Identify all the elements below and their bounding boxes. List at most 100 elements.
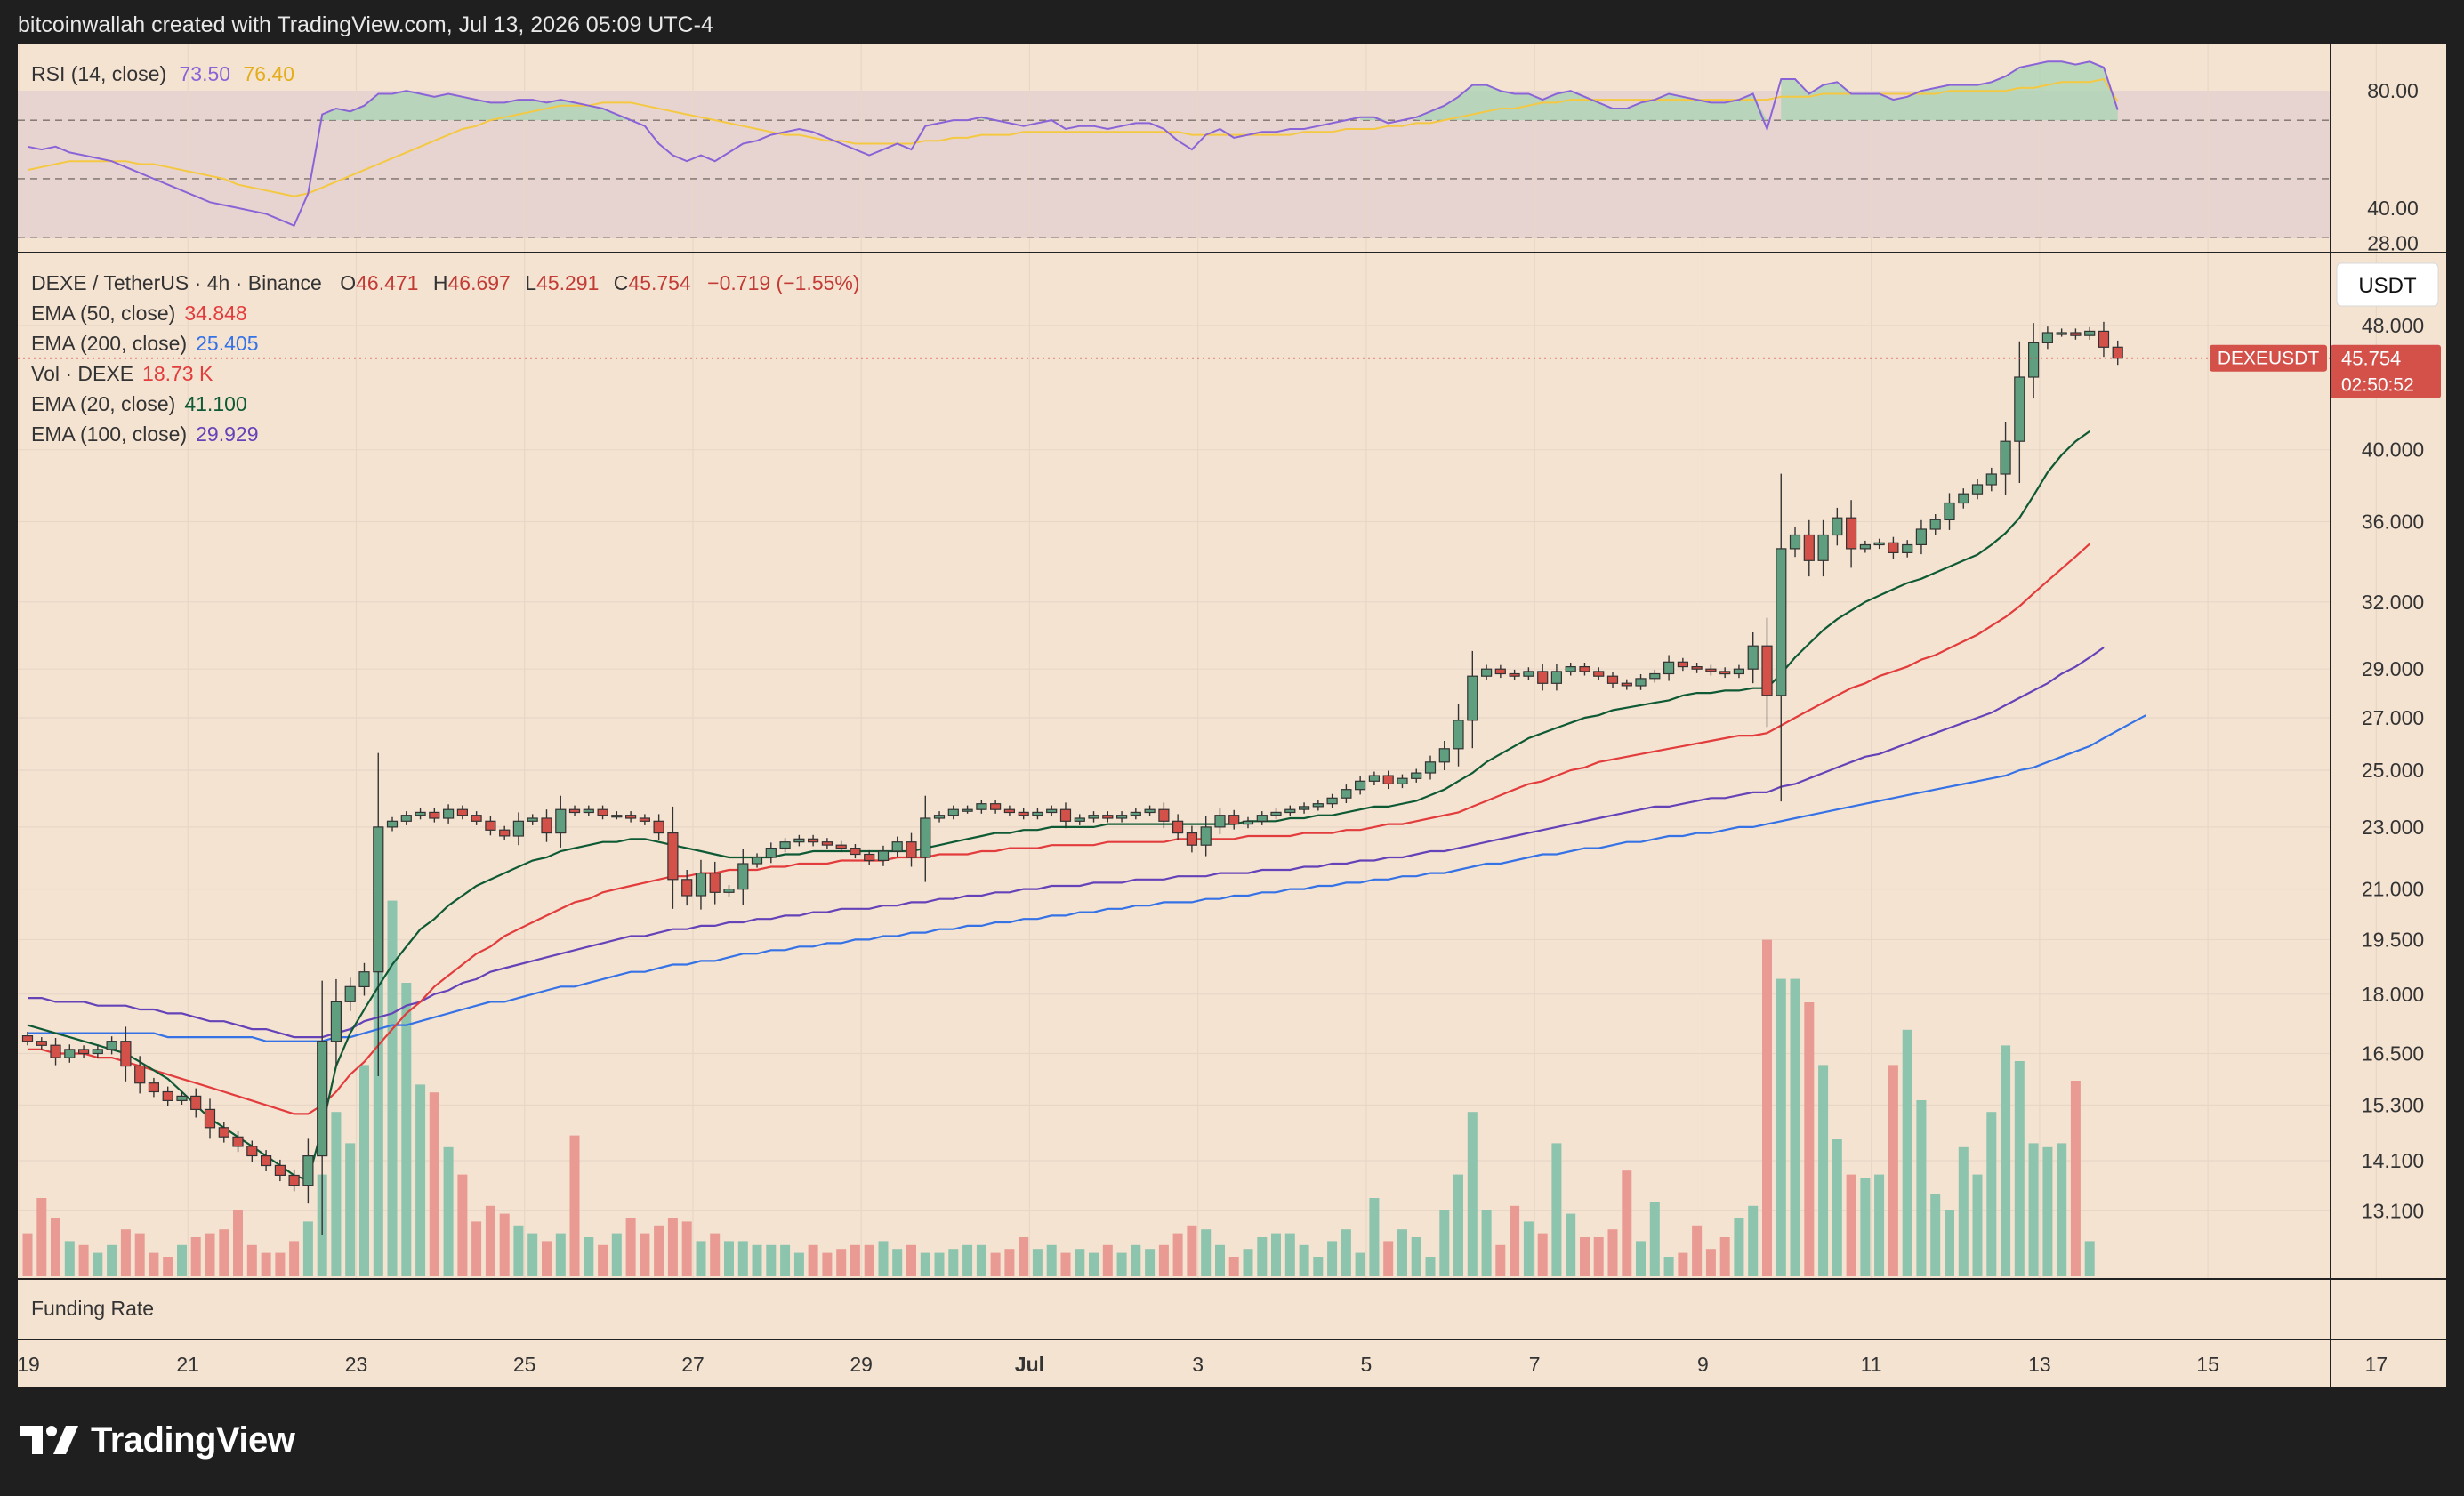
candle[interactable] bbox=[261, 1150, 272, 1171]
candle[interactable] bbox=[2014, 341, 2025, 483]
candle[interactable] bbox=[1046, 805, 1058, 816]
candle[interactable] bbox=[1635, 674, 1647, 690]
time-axis[interactable]: 192123252729Jul3579111315171921 bbox=[17, 1353, 2464, 1376]
candle[interactable] bbox=[1523, 667, 1534, 680]
candle[interactable] bbox=[639, 814, 651, 825]
candle[interactable] bbox=[1270, 808, 1282, 820]
candle[interactable] bbox=[1817, 519, 1829, 577]
candle[interactable] bbox=[1846, 500, 1857, 568]
candle[interactable] bbox=[1018, 808, 1029, 820]
candle[interactable] bbox=[2112, 340, 2123, 366]
candle[interactable] bbox=[358, 962, 370, 996]
candle[interactable] bbox=[1677, 657, 1689, 672]
candle[interactable] bbox=[302, 1138, 314, 1204]
candle[interactable] bbox=[793, 834, 805, 847]
candle[interactable] bbox=[1326, 793, 1338, 808]
candle[interactable] bbox=[1102, 811, 1114, 823]
candle[interactable] bbox=[1761, 617, 1773, 728]
candle[interactable] bbox=[176, 1091, 188, 1105]
candle[interactable] bbox=[1200, 816, 1212, 857]
candle[interactable] bbox=[330, 978, 342, 1066]
candle[interactable] bbox=[597, 805, 608, 820]
candle[interactable] bbox=[1537, 664, 1549, 691]
candle[interactable] bbox=[1003, 805, 1016, 816]
candle[interactable] bbox=[737, 849, 749, 905]
candle[interactable] bbox=[611, 811, 623, 820]
candle[interactable] bbox=[1789, 527, 1801, 558]
candle[interactable] bbox=[499, 825, 511, 840]
candle[interactable] bbox=[1663, 655, 1675, 681]
candle[interactable] bbox=[751, 853, 763, 868]
candle[interactable] bbox=[1593, 667, 1605, 680]
candle[interactable] bbox=[920, 795, 931, 882]
candle[interactable] bbox=[667, 806, 679, 909]
candle[interactable] bbox=[1242, 816, 1254, 829]
candle[interactable] bbox=[1214, 808, 1226, 834]
candle[interactable] bbox=[1074, 814, 1085, 825]
candle[interactable] bbox=[527, 814, 538, 825]
candle[interactable] bbox=[204, 1098, 216, 1139]
candle[interactable] bbox=[92, 1045, 103, 1058]
candle[interactable] bbox=[471, 811, 482, 825]
candle[interactable] bbox=[162, 1086, 173, 1106]
candle[interactable] bbox=[2028, 323, 2040, 399]
candle[interactable] bbox=[681, 870, 693, 906]
candle[interactable] bbox=[288, 1169, 300, 1192]
candle[interactable] bbox=[274, 1159, 286, 1182]
candle[interactable] bbox=[624, 811, 637, 823]
candle[interactable] bbox=[386, 816, 399, 832]
candle[interactable] bbox=[21, 1032, 34, 1046]
candle[interactable] bbox=[148, 1077, 159, 1098]
candle[interactable] bbox=[64, 1044, 76, 1063]
candle[interactable] bbox=[2041, 326, 2053, 350]
candle[interactable] bbox=[1354, 776, 1366, 795]
candle[interactable] bbox=[583, 805, 594, 816]
candle[interactable] bbox=[400, 811, 412, 825]
candle[interactable] bbox=[933, 811, 946, 823]
candle[interactable] bbox=[864, 849, 875, 865]
candle[interactable] bbox=[246, 1140, 258, 1162]
candle[interactable] bbox=[190, 1088, 202, 1118]
candle[interactable] bbox=[1424, 755, 1437, 780]
candle[interactable] bbox=[891, 836, 903, 857]
candle[interactable] bbox=[443, 804, 455, 824]
candle[interactable] bbox=[2098, 321, 2110, 358]
candle[interactable] bbox=[1944, 493, 1955, 530]
candle[interactable] bbox=[1494, 664, 1506, 679]
candle[interactable] bbox=[1550, 664, 1563, 691]
candle[interactable] bbox=[1579, 663, 1590, 676]
candle[interactable] bbox=[134, 1056, 146, 1094]
candle[interactable] bbox=[1284, 805, 1296, 816]
candle[interactable] bbox=[695, 859, 707, 910]
candle[interactable] bbox=[1130, 808, 1141, 820]
candle[interactable] bbox=[1341, 784, 1352, 803]
candle[interactable] bbox=[1438, 741, 1450, 770]
currency-button[interactable]: USDT bbox=[2336, 262, 2439, 307]
candle[interactable] bbox=[232, 1131, 244, 1153]
candle[interactable] bbox=[1606, 672, 1619, 688]
candle[interactable] bbox=[1115, 811, 1128, 823]
candle[interactable] bbox=[36, 1037, 47, 1050]
candle[interactable] bbox=[218, 1122, 229, 1143]
candle[interactable] bbox=[1971, 479, 1984, 500]
candle[interactable] bbox=[1144, 805, 1156, 816]
candle[interactable] bbox=[821, 838, 833, 849]
candle[interactable] bbox=[709, 861, 721, 905]
candle[interactable] bbox=[1832, 507, 1843, 546]
candle[interactable] bbox=[373, 752, 384, 1076]
candle[interactable] bbox=[1228, 809, 1240, 830]
candle[interactable] bbox=[1985, 467, 1997, 492]
candle[interactable] bbox=[723, 885, 735, 897]
candle[interactable] bbox=[512, 812, 525, 846]
candle[interactable] bbox=[1747, 632, 1759, 684]
candle[interactable] bbox=[1902, 540, 1913, 558]
candle[interactable] bbox=[1803, 519, 1815, 577]
candle[interactable] bbox=[456, 805, 469, 820]
candle[interactable] bbox=[568, 805, 581, 816]
candle[interactable] bbox=[541, 809, 552, 842]
candle[interactable] bbox=[50, 1038, 61, 1066]
candle[interactable] bbox=[344, 977, 356, 1011]
candle[interactable] bbox=[1186, 825, 1198, 853]
candle[interactable] bbox=[1649, 669, 1661, 683]
